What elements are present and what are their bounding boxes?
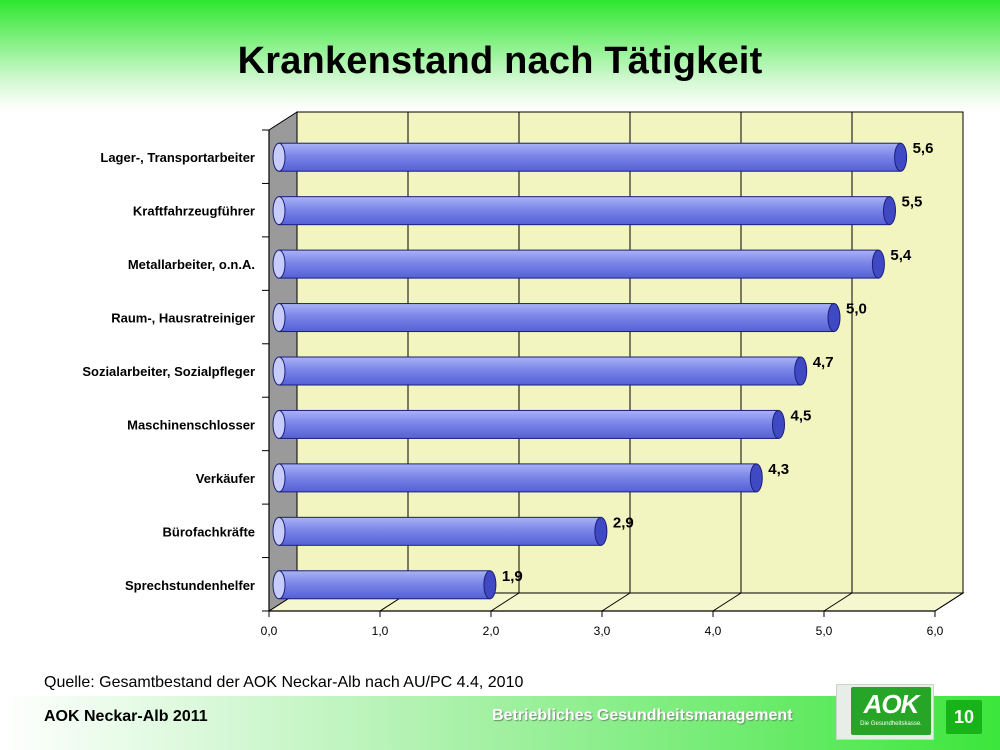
bar-left-cap — [272, 356, 286, 386]
x-tick-label: 2,0 — [483, 624, 500, 638]
data-label: 1,9 — [502, 568, 523, 585]
bar-right-cap — [794, 356, 808, 386]
footer-subject: Betriebliches Gesundheitsmanagement — [492, 707, 793, 724]
bar-right-cap — [883, 196, 896, 226]
gridline-floor — [601, 592, 631, 612]
aok-logo-text: AOK — [863, 689, 920, 719]
bar-body — [278, 249, 879, 279]
bar-body — [278, 142, 902, 172]
category-label: Kraftfahrzeugführer — [133, 204, 255, 219]
page-number: 10 — [946, 700, 982, 734]
category-label: Raum-, Hausratreiniger — [111, 311, 255, 326]
data-label: 5,5 — [902, 194, 923, 211]
bar — [272, 570, 497, 600]
bar-right-cap — [483, 570, 497, 600]
bar-left-cap — [272, 409, 286, 439]
bar — [272, 303, 841, 333]
x-tick-label: 3,0 — [594, 624, 611, 638]
bar — [272, 356, 808, 386]
bar-body — [278, 303, 835, 333]
data-label: 4,3 — [768, 461, 789, 478]
category-label: Bürofachkräfte — [163, 524, 255, 539]
bar-body — [278, 356, 802, 386]
bar-right-cap — [749, 463, 763, 493]
category-label: Sprechstundenhelfer — [125, 578, 255, 593]
bar-body — [278, 463, 757, 493]
bar-body — [278, 409, 779, 439]
data-label: 4,7 — [813, 354, 834, 371]
bar-left-cap — [272, 463, 286, 493]
x-tick-label: 5,0 — [816, 624, 833, 638]
data-label: 5,6 — [913, 140, 934, 157]
bar-right-cap — [827, 303, 841, 333]
gridline-floor — [934, 592, 964, 612]
category-label: Metallarbeiter, o.n.A. — [128, 257, 255, 272]
bar — [272, 249, 885, 279]
bar-left-cap — [272, 516, 286, 546]
gridline-floor — [712, 592, 742, 612]
category-label: Lager-, Transportarbeiter — [100, 150, 255, 165]
aok-logo-mark: AOK Die Gesundheitskasse. — [851, 687, 931, 735]
bar-right-cap — [894, 142, 908, 172]
source-note: Quelle: Gesamtbestand der AOK Neckar-Alb… — [44, 674, 524, 691]
bar — [272, 142, 908, 172]
data-label: 5,0 — [846, 301, 867, 318]
x-tick-label: 6,0 — [927, 624, 944, 638]
bar-right-cap — [871, 249, 885, 279]
x-tick-label: 0,0 — [261, 624, 278, 638]
header-band — [0, 0, 1000, 110]
bar-body — [278, 516, 602, 546]
slide-title: Krankenstand nach Tätigkeit — [237, 40, 763, 82]
data-label: 2,9 — [613, 514, 634, 531]
x-tick-label: 1,0 — [372, 624, 389, 638]
bar-left-cap — [272, 249, 286, 279]
bar — [272, 463, 763, 493]
bar — [272, 516, 608, 546]
bar — [272, 409, 785, 439]
category-label: Sozialarbeiter, Sozialpfleger — [82, 364, 255, 379]
category-label: Verkäufer — [196, 471, 255, 486]
bar — [272, 196, 896, 226]
bar-chart: 0,0 1,0 2,0 3,0 4,0 5,0 6,0 5,6 Lager-, Transpor… — [82, 111, 965, 638]
bar-right-cap — [772, 409, 785, 439]
data-label: 5,4 — [890, 247, 912, 264]
bar-body — [278, 196, 890, 226]
category-label: Maschinenschlosser — [127, 417, 255, 432]
bar-left-cap — [272, 142, 286, 172]
bar-left-cap — [272, 196, 286, 226]
aok-logo-tagline: Die Gesundheitskasse. — [860, 721, 922, 727]
bar-left-cap — [272, 303, 286, 333]
bar-left-cap — [272, 570, 286, 600]
data-label: 4,5 — [791, 407, 812, 424]
bar-right-cap — [594, 516, 608, 546]
gridline-floor — [490, 592, 520, 612]
footer-band — [0, 696, 1000, 750]
gridline-floor — [823, 592, 853, 612]
x-tick-label: 4,0 — [705, 624, 722, 638]
bar-body — [278, 570, 491, 600]
footer-organization: AOK Neckar-Alb 2011 — [44, 708, 208, 725]
aok-logo: AOK Die Gesundheitskasse. — [836, 684, 934, 740]
